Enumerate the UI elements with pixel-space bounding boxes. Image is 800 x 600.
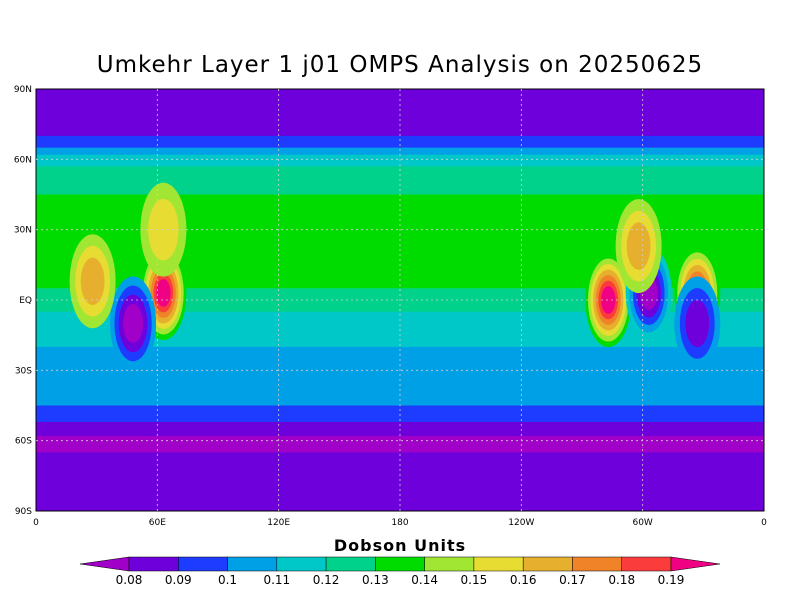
colorbar-high-arrow	[670, 556, 721, 572]
colorbar: 0.08 0.09 0.1 0.11 0.12 0.13 0.14 0.15 0.16 0.17 0…	[79, 556, 721, 587]
plot-area	[35, 88, 765, 512]
colorbar-tick-label: 0.19	[658, 573, 685, 587]
map-title: Umkehr Layer 1 j01 OMPS Analysis on 2025…	[96, 52, 704, 78]
zonal-band	[36, 475, 764, 511]
ozone-minimum	[674, 276, 721, 371]
colorbar-tick-label: 0.17	[559, 573, 586, 587]
ozone-minimum	[110, 276, 157, 371]
lat-tick-label: 90N	[14, 85, 32, 95]
colorbar-tick-label: 0.1	[218, 573, 237, 587]
colorbar-box	[276, 556, 327, 572]
lon-tick-label: 0	[761, 518, 767, 528]
colorbar-box	[473, 556, 524, 572]
colorbar-tick-label: 0.18	[608, 573, 635, 587]
ozone-maximum	[69, 234, 116, 329]
colorbar-box	[424, 556, 475, 572]
colorbar-title: Dobson Units	[333, 536, 467, 555]
lon-tick-label: 120E	[267, 518, 290, 528]
lat-tick-label: EQ	[19, 296, 32, 306]
lon-tick-label: 0	[33, 518, 39, 528]
lon-tick-label: 180	[391, 518, 408, 528]
colorbar-box	[621, 556, 672, 572]
lon-tick-label: 60E	[149, 518, 166, 528]
lat-tick-label: 60N	[14, 155, 32, 165]
colorbar-tick-label: 0.16	[510, 573, 537, 587]
colorbar-tick-label: 0.09	[165, 573, 192, 587]
zonal-band	[36, 405, 764, 423]
ozone-maximum	[140, 182, 187, 277]
colorbar-tick-label: 0.14	[411, 573, 438, 587]
graticule	[36, 89, 764, 511]
colorbar-box	[227, 556, 278, 572]
colorbar-tick-label: 0.12	[313, 573, 340, 587]
colorbar-low-arrow	[79, 556, 130, 572]
colorbar-box	[128, 556, 179, 572]
lon-tick-label: 60W	[632, 518, 652, 528]
colorbar-tick-label: 0.11	[263, 573, 290, 587]
lat-tick-label: 30S	[15, 366, 32, 376]
colorbar-box	[522, 556, 573, 572]
zonal-band	[36, 147, 764, 156]
zonal-band	[36, 135, 764, 149]
lat-tick-label: 60S	[15, 437, 32, 447]
colorbar-box	[178, 556, 228, 572]
ozone-maximum	[585, 253, 632, 347]
lat-tick-label: 30N	[14, 226, 32, 236]
colorbar-tick-label: 0.13	[362, 573, 389, 587]
colorbar-tick-label: 0.15	[461, 573, 488, 587]
colorbar-box	[375, 556, 425, 572]
zonal-band	[36, 276, 764, 289]
ozone-maximum	[615, 199, 662, 294]
colorbar-tick-label: 0.08	[116, 573, 143, 587]
lat-tick-label: 90S	[15, 507, 32, 517]
lon-tick-label: 120W	[508, 518, 534, 528]
colorbar-box	[572, 556, 622, 572]
colorbar-box	[325, 556, 376, 572]
